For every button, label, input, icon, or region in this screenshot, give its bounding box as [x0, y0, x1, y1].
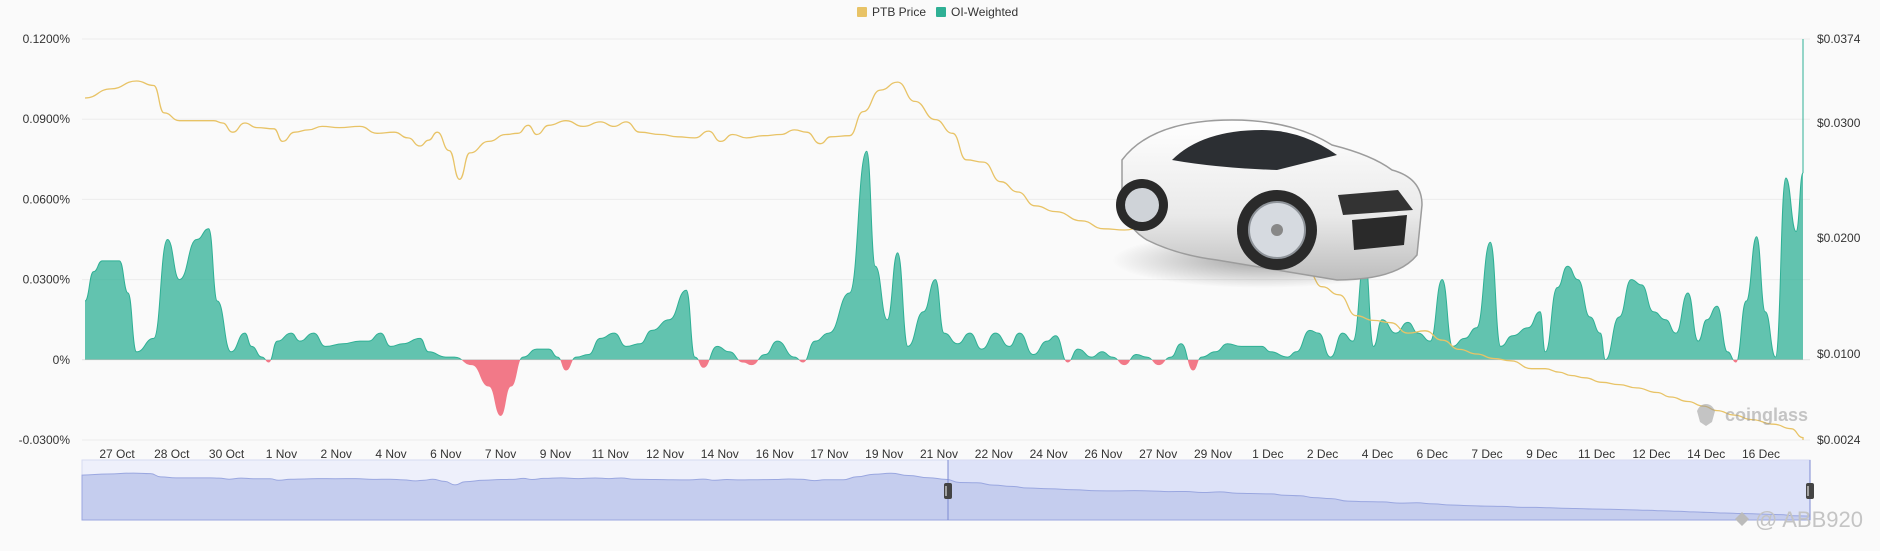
y-left-tick-label: 0% [53, 353, 71, 367]
car-image [1112, 119, 1423, 288]
x-tick-label: 6 Dec [1417, 447, 1448, 461]
y-right-tick-label: $0.0374 [1817, 32, 1861, 46]
x-tick-label: 24 Nov [1030, 447, 1068, 461]
x-tick-label: 21 Nov [920, 447, 958, 461]
y-left-tick-label: -0.0300% [19, 433, 71, 447]
x-tick-label: 17 Nov [810, 447, 848, 461]
car-rear-rim [1125, 188, 1159, 222]
y-left-tick-label: 0.0600% [23, 192, 71, 206]
coinglass-logo-icon [1697, 404, 1715, 426]
x-tick-label: 28 Oct [154, 447, 190, 461]
x-tick-label: 9 Dec [1526, 447, 1557, 461]
oi-weighted-positive-area[interactable] [85, 39, 1804, 416]
y-right-tick-label: $0.0024 [1817, 433, 1861, 447]
x-tick-label: 30 Oct [209, 447, 245, 461]
x-axis: 27 Oct 28 Oct 30 Oct 1 Nov 2 Nov 4 Nov 6 Nov 7 … [99, 447, 1780, 461]
x-tick-label: 7 Nov [485, 447, 516, 461]
x-tick-label: 16 Nov [756, 447, 794, 461]
x-tick-label: 29 Nov [1194, 447, 1232, 461]
x-tick-label: 1 Nov [266, 447, 297, 461]
legend-swatch-oi-weighted [936, 7, 946, 17]
x-tick-label: 4 Dec [1362, 447, 1393, 461]
y-axis-right: $0.0374 $0.0300 $0.0200 $0.0100 $0.0024 [1817, 32, 1861, 447]
legend-label-ptb-price[interactable]: PTB Price [872, 5, 926, 19]
x-tick-label: 9 Nov [540, 447, 571, 461]
x-tick-label: 14 Nov [701, 447, 739, 461]
user-watermark: @ ABB920 [1735, 507, 1863, 532]
x-tick-label: 27 Oct [99, 447, 135, 461]
car-grille [1352, 215, 1407, 250]
user-watermark-text: @ ABB920 [1755, 507, 1863, 532]
x-tick-label: 12 Dec [1632, 447, 1670, 461]
y-right-tick-label: $0.0200 [1817, 231, 1861, 245]
oi-weighted-line [84, 39, 1804, 360]
x-tick-label: 2 Dec [1307, 447, 1338, 461]
binance-square-icon [1735, 512, 1749, 526]
y-axis-left: 0.1200% 0.0900% 0.0600% 0.0300% 0% -0.0300% [19, 32, 71, 447]
legend-label-oi-weighted[interactable]: OI-Weighted [951, 5, 1018, 19]
coinglass-watermark-text: coinglass [1725, 405, 1808, 425]
series-layer [84, 39, 1804, 440]
y-right-tick-label: $0.0100 [1817, 347, 1861, 361]
x-tick-label: 12 Nov [646, 447, 684, 461]
y-left-tick-label: 0.0300% [23, 273, 71, 287]
x-tick-label: 1 Dec [1252, 447, 1283, 461]
x-tick-label: 2 Nov [321, 447, 352, 461]
y-left-tick-label: 0.0900% [23, 112, 71, 126]
data-zoom-navigator[interactable] [81, 459, 1814, 521]
car-windshield [1172, 130, 1337, 170]
navigator-left-handle[interactable] [944, 483, 952, 499]
x-tick-label: 11 Dec [1578, 447, 1615, 461]
coinglass-watermark: coinglass [1697, 404, 1808, 426]
x-tick-label: 26 Nov [1084, 447, 1122, 461]
ptb-price-line[interactable] [84, 80, 1804, 440]
x-tick-label: 6 Nov [430, 447, 461, 461]
y-right-tick-label: $0.0300 [1817, 116, 1861, 130]
legend-swatch-ptb-price [857, 7, 867, 17]
gridlines [82, 38, 1810, 441]
oi-weighted-negative-area[interactable] [85, 39, 1803, 416]
car-front-hub [1271, 224, 1283, 236]
x-tick-label: 22 Nov [975, 447, 1013, 461]
legend: PTB Price OI-Weighted [857, 5, 1018, 19]
x-tick-label: 14 Dec [1687, 447, 1725, 461]
x-tick-label: 27 Nov [1139, 447, 1177, 461]
x-tick-label: 19 Nov [865, 447, 903, 461]
navigator-right-handle[interactable] [1806, 483, 1814, 499]
x-tick-label: 16 Dec [1742, 447, 1780, 461]
y-left-tick-label: 0.1200% [23, 32, 71, 46]
car-headlight [1338, 190, 1413, 215]
x-tick-label: 7 Dec [1471, 447, 1502, 461]
x-tick-label: 4 Nov [375, 447, 406, 461]
x-tick-label: 11 Nov [592, 447, 629, 461]
